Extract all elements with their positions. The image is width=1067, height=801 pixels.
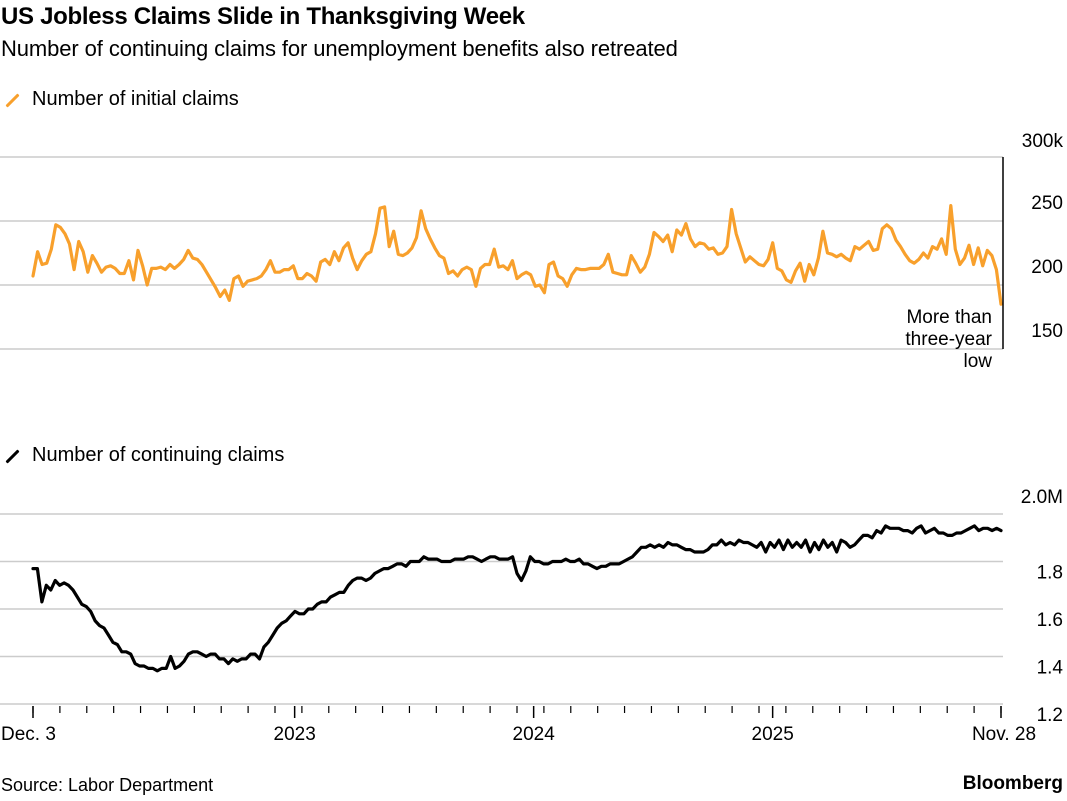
source-note: Source: Labor Department bbox=[1, 775, 214, 795]
legend-initial-claims: Number of initial claims bbox=[4, 88, 239, 111]
y-tick-label: 1.6 bbox=[1037, 610, 1063, 631]
legend-label: Number of initial claims bbox=[32, 88, 239, 110]
y-tick-label: 1.2 bbox=[1037, 705, 1063, 726]
y-tick-label: 1.4 bbox=[1037, 658, 1064, 679]
annotation-text: low bbox=[963, 351, 992, 372]
annotation-text: three-year bbox=[905, 329, 992, 350]
chart-title: US Jobless Claims Slide in Thanksgiving … bbox=[1, 3, 525, 30]
y-tick-label: 300k bbox=[1022, 131, 1064, 152]
y-tick-label: 2.0M bbox=[1021, 487, 1063, 508]
chart-subtitle: Number of continuing claims for unemploy… bbox=[1, 36, 678, 61]
legend-label: Number of continuing claims bbox=[32, 444, 285, 466]
y-tick-label: 150 bbox=[1031, 321, 1063, 342]
x-tick-label: 2024 bbox=[513, 724, 556, 745]
y-tick-label: 250 bbox=[1031, 193, 1063, 214]
x-tick-label: 2023 bbox=[274, 724, 316, 745]
x-tick-label: Dec. 3 bbox=[1, 724, 56, 745]
x-tick-label: 2025 bbox=[752, 724, 794, 745]
x-tick-label: Nov. 28 bbox=[972, 724, 1036, 745]
bloomberg-logo: Bloomberg bbox=[962, 773, 1063, 794]
y-tick-label: 1.8 bbox=[1037, 563, 1063, 584]
initial-claims-line bbox=[31, 204, 1003, 306]
legend-continuing-claims: Number of continuing claims bbox=[4, 444, 284, 467]
continuing-claims-line bbox=[31, 524, 1003, 673]
annotation-text: More than bbox=[906, 307, 992, 328]
y-tick-label: 200 bbox=[1031, 257, 1063, 278]
